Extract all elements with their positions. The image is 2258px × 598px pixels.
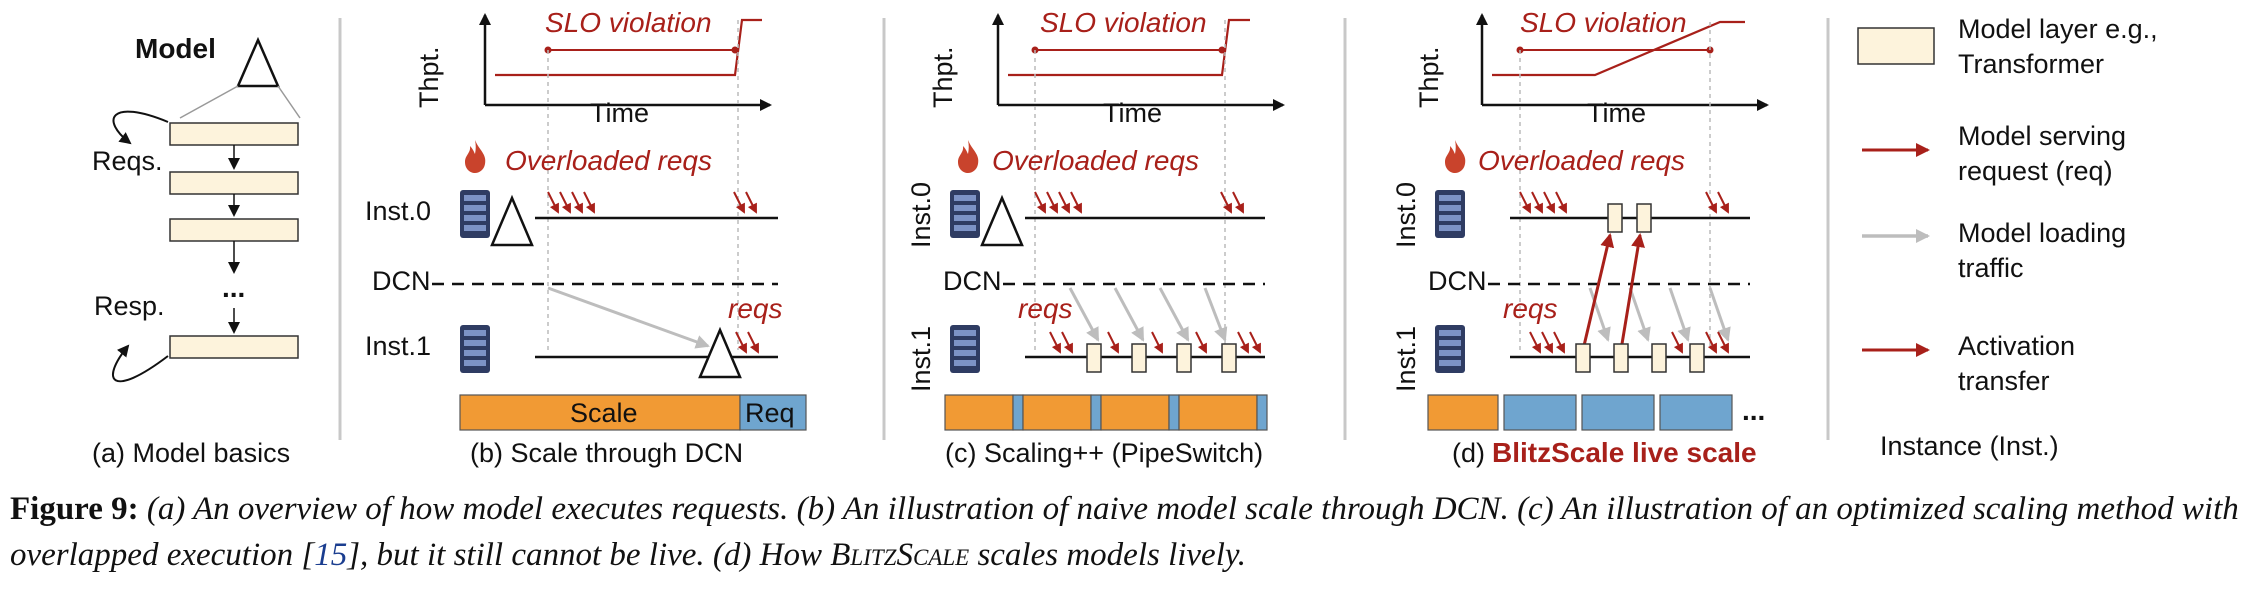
legend-serving-line1: Model serving [1958, 121, 2126, 151]
inst0-label: Inst.0 [1391, 182, 1421, 248]
panel-a-caption: (a) Model basics [92, 438, 290, 468]
thpt-axis-label: Thpt. [414, 46, 444, 108]
time-axis-label: Time [1103, 98, 1162, 128]
model-triangle-icon [236, 36, 280, 88]
reqs-label-inst1: reqs [728, 293, 782, 324]
panel-b-caption: (b) Scale through DCN [470, 438, 743, 468]
model-expand-line-right [277, 85, 301, 119]
bar-ellipsis: ... [1742, 395, 1765, 426]
model-triangle-icon-inst0 [490, 194, 534, 247]
scale-bar [459, 394, 741, 431]
panel-b: Thpt. Time SLO violation Overloaded reqs… [365, 7, 807, 468]
figure-caption: Figure 9: (a) An overview of how model e… [10, 486, 2250, 578]
resp-label: Resp. [94, 291, 165, 321]
request-in-curve [112, 110, 169, 145]
model-layer-last [169, 335, 299, 359]
caption-cite-link[interactable]: 15 [314, 537, 348, 573]
panel-d: Thpt. Time SLO violation Overloaded reqs… [1391, 7, 1769, 468]
flame-icon [465, 140, 486, 173]
model-triangle-icon-inst1 [698, 326, 742, 379]
slo-violation-label: SLO violation [545, 7, 712, 38]
caption-text-1: (a) An overview of how model executes re… [10, 491, 2239, 573]
dcn-label: DCN [1428, 266, 1487, 296]
time-axis-label: Time [1587, 98, 1646, 128]
scale-bar-label: Scale [570, 398, 638, 428]
model-triangle-icon-inst0 [980, 194, 1024, 247]
legend: Model layer e.g., Transformer Model serv… [1857, 14, 2158, 461]
server-icon-inst1 [950, 325, 980, 373]
caption-text-3: scales models lively. [969, 537, 1246, 573]
panel-d-caption-prefix: (d) [1452, 438, 1485, 468]
slo-violation-label: SLO violation [1040, 7, 1207, 38]
server-icon-inst0 [1435, 190, 1465, 238]
legend-layer-line1: Model layer e.g., [1958, 14, 2158, 44]
response-out-curve [112, 344, 169, 383]
server-icon-inst1 [1435, 325, 1465, 373]
model-loading-arrow [547, 286, 710, 349]
legend-activation-line2: transfer [1958, 366, 2050, 396]
inst0-label: Inst.0 [906, 182, 936, 248]
model-expand-line-left [179, 85, 239, 119]
activation-transfer-arrow-1 [1581, 233, 1615, 351]
model-layer-2 [169, 171, 299, 195]
thpt-axis-label: Thpt. [1414, 46, 1444, 108]
panel-a: Model Reqs. ... Resp. (a) Model basics [92, 33, 301, 468]
caption-text-2: ], but it still cannot be live. (d) How [347, 537, 831, 573]
legend-layer-swatch [1857, 27, 1935, 65]
legend-loading-line1: Model loading [1958, 218, 2126, 248]
server-icon-inst0 [460, 190, 490, 238]
figure-9-diagram: Model Reqs. ... Resp. (a) Model basics T… [92, 7, 2158, 468]
slo-violation-label: SLO violation [1520, 7, 1687, 38]
flame-icon [958, 140, 979, 173]
blitzscale-bar [1427, 394, 1733, 431]
model-layer-1 [169, 122, 299, 146]
server-icon-inst0 [950, 190, 980, 238]
legend-layer-line2: Transformer [1958, 49, 2104, 79]
pipeswitch-bar [944, 394, 1268, 431]
panel-d-caption-bold: BlitzScale live scale [1492, 437, 1757, 468]
legend-instance-label: Instance (Inst.) [1880, 431, 2059, 461]
reqs-label-inst1: reqs [1018, 293, 1072, 324]
reqs-label: Reqs. [92, 146, 163, 176]
overloaded-reqs-label: Overloaded reqs [505, 145, 712, 176]
activation-transfer-arrow-2 [1619, 233, 1645, 351]
legend-serving-line2: request (req) [1958, 156, 2113, 186]
panel-c-caption: (c) Scaling++ (PipeSwitch) [945, 438, 1263, 468]
dcn-label: DCN [943, 266, 1002, 296]
dcn-label: DCN [372, 266, 431, 296]
time-axis-label: Time [590, 98, 649, 128]
inst1-label: Inst.1 [365, 331, 431, 361]
layers-ellipsis: ... [222, 272, 245, 303]
throughput-line [1492, 20, 1745, 77]
thpt-axis-label: Thpt. [928, 46, 958, 108]
req-bar-label: Req [745, 398, 795, 428]
inst1-label: Inst.1 [906, 326, 936, 392]
model-label: Model [135, 33, 216, 64]
server-icon-inst1 [460, 325, 490, 373]
caption-system-name: BlitzScale [830, 537, 970, 573]
model-layer-3 [169, 218, 299, 242]
legend-activation-line1: Activation [1958, 331, 2075, 361]
figure-label: Figure 9: [10, 491, 139, 527]
overloaded-reqs-label: Overloaded reqs [1478, 145, 1685, 176]
inst1-label: Inst.1 [1391, 326, 1421, 392]
flame-icon [1445, 140, 1466, 173]
inst0-label: Inst.0 [365, 196, 431, 226]
legend-loading-line2: traffic [1958, 253, 2024, 283]
overloaded-reqs-label: Overloaded reqs [992, 145, 1199, 176]
reqs-label-inst1: reqs [1503, 293, 1557, 324]
req-bar [739, 394, 807, 431]
panel-c: Thpt. Time SLO violation Overloaded reqs… [906, 7, 1285, 468]
